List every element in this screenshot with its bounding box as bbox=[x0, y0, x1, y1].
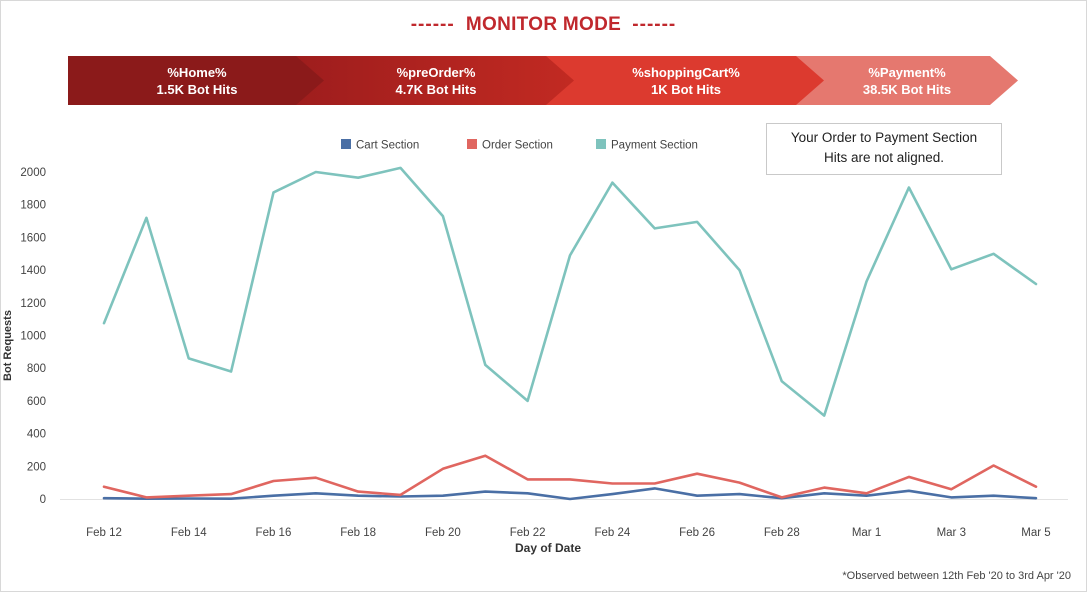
annotation-line-1: Your Order to Payment Section bbox=[790, 130, 978, 145]
page-title: ------ MONITOR MODE ------ bbox=[0, 14, 1087, 36]
y-tick-label: 0 bbox=[40, 494, 46, 506]
y-tick-label: 600 bbox=[27, 396, 46, 408]
x-axis-label: Day of Date bbox=[515, 541, 581, 555]
funnel-step-label: %shoppingCart% bbox=[632, 64, 740, 80]
x-tick-label: Feb 22 bbox=[510, 527, 546, 539]
x-tick-label: Feb 28 bbox=[764, 527, 800, 539]
funnel-step-label: %preOrder% bbox=[396, 64, 476, 80]
legend-swatch bbox=[596, 139, 606, 149]
title-dash-right: ------ bbox=[632, 14, 677, 35]
title-dash-left: ------ bbox=[410, 14, 455, 35]
series-line-cart-section bbox=[102, 487, 1038, 501]
legend-entry: Cart Section bbox=[356, 140, 419, 152]
y-tick-label: 1400 bbox=[20, 265, 46, 277]
series-line-order-section bbox=[102, 454, 1038, 499]
funnel-step-payment: %Payment% 38.5K Bot Hits bbox=[796, 56, 1018, 105]
annotation-box: Your Order to Payment Section Hits are n… bbox=[766, 123, 1002, 175]
y-tick-label: 1000 bbox=[20, 331, 46, 343]
x-tick-label: Feb 12 bbox=[86, 527, 122, 539]
x-tick-label: Feb 18 bbox=[340, 527, 376, 539]
y-tick-label: 1200 bbox=[20, 298, 46, 310]
y-axis-label: Bot Requests bbox=[2, 310, 14, 381]
footnote: *Observed between 12th Feb '20 to 3rd Ap… bbox=[842, 570, 1071, 582]
x-tick-label: Mar 3 bbox=[937, 527, 966, 539]
funnel-step-shopping-cart: %shoppingCart% 1K Bot Hits bbox=[546, 56, 826, 105]
x-tick-label: Mar 1 bbox=[852, 527, 881, 539]
funnel-step-value: 4.7K Bot Hits bbox=[395, 81, 477, 97]
y-tick-label: 2000 bbox=[20, 167, 46, 179]
x-tick-label: Feb 16 bbox=[256, 527, 292, 539]
funnel-step-value: 1.5K Bot Hits bbox=[156, 81, 238, 97]
funnel-step-value: 38.5K Bot Hits bbox=[862, 81, 952, 97]
legend-swatch bbox=[467, 139, 477, 149]
funnel-step-label: %Home% bbox=[167, 64, 227, 80]
x-tick-label: Feb 26 bbox=[679, 527, 715, 539]
funnel-step-preorder: %preOrder% 4.7K Bot Hits bbox=[296, 56, 576, 105]
y-tick-label: 800 bbox=[27, 363, 46, 375]
title-text: MONITOR MODE bbox=[465, 14, 622, 35]
x-tick-label: Feb 14 bbox=[171, 527, 207, 539]
legend-entry: Order Section bbox=[482, 140, 553, 152]
funnel-step-home: %Home% 1.5K Bot Hits bbox=[68, 56, 326, 105]
legend-entry: Payment Section bbox=[611, 140, 698, 152]
y-tick-label: 1800 bbox=[20, 200, 46, 212]
funnel-step-value: 1K Bot Hits bbox=[650, 81, 722, 97]
x-tick-label: Feb 24 bbox=[594, 527, 630, 539]
funnel-steps: %Home% 1.5K Bot Hits %preOrder% 4.7K Bot… bbox=[68, 56, 1018, 105]
legend-swatch bbox=[341, 139, 351, 149]
series-line-payment-section bbox=[102, 166, 1038, 417]
x-tick-label: Feb 20 bbox=[425, 527, 461, 539]
funnel-step-label: %Payment% bbox=[868, 64, 946, 80]
annotation-line-2: Hits are not aligned. bbox=[823, 150, 945, 165]
x-tick-label: Mar 5 bbox=[1021, 527, 1050, 539]
y-tick-label: 1600 bbox=[20, 232, 46, 244]
y-tick-label: 400 bbox=[27, 429, 46, 441]
y-tick-label: 200 bbox=[27, 461, 46, 473]
